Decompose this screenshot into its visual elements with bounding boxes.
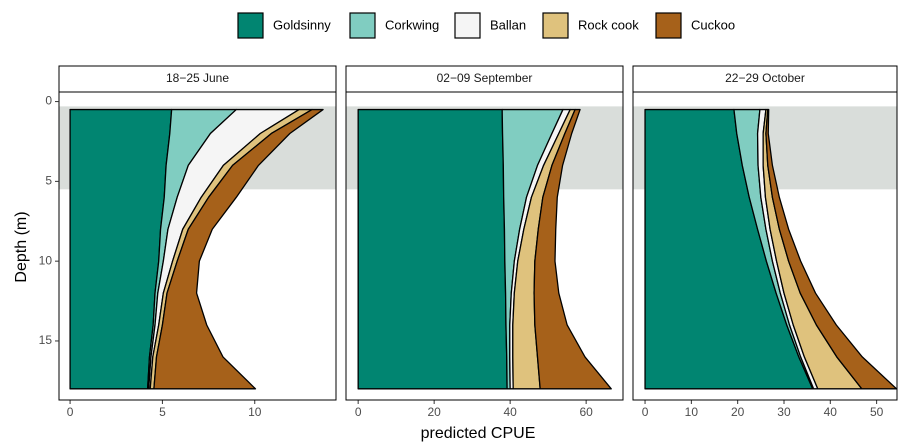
- y-tick-label: 0: [45, 94, 52, 108]
- legend-label: Goldsinny: [273, 17, 331, 32]
- area-segment: Cuckoo: [153, 108, 324, 390]
- legend-swatch: [454, 12, 481, 39]
- facet-strip: [345, 65, 624, 93]
- facet-title: 02−09 September: [437, 71, 533, 85]
- x-tick-label: 5: [159, 405, 166, 419]
- legend-label: Cuckoo: [691, 17, 735, 32]
- x-tick-label: 0: [67, 405, 74, 419]
- legend-label: Corkwing: [385, 17, 439, 32]
- legend-swatch: [542, 12, 569, 39]
- x-tick-label: 30: [777, 405, 791, 419]
- panel-border: [58, 91, 337, 401]
- x-tick-label: 20: [427, 405, 441, 419]
- facet-title: 22−29 October: [725, 71, 805, 85]
- facet-strip: [632, 65, 898, 93]
- area-segment: Goldsinny: [357, 108, 508, 390]
- x-tick-label: 20: [731, 405, 745, 419]
- facet-title: 18−25 June: [166, 71, 229, 85]
- legend-swatch: [237, 12, 264, 39]
- legend-swatch: [349, 12, 376, 39]
- x-tick-label: 40: [503, 405, 517, 419]
- y-tick-label: 15: [39, 333, 53, 347]
- y-tick-label: 5: [45, 174, 52, 188]
- area-segment: Cuckoo: [533, 108, 612, 390]
- legend-swatch: [655, 12, 682, 39]
- x-tick-label: 0: [642, 405, 649, 419]
- y-tick-label: 10: [39, 253, 53, 267]
- x-tick-label: 50: [870, 405, 884, 419]
- x-tick-label: 60: [579, 405, 593, 419]
- legend-label: Ballan: [490, 17, 526, 32]
- legend-label: Rock cook: [578, 17, 639, 32]
- x-tick-label: 0: [355, 405, 362, 419]
- area-segment: Cuckoo: [765, 108, 898, 390]
- x-axis-title: predicted CPUE: [421, 425, 536, 442]
- panel-border: [632, 91, 898, 401]
- x-tick-label: 40: [824, 405, 838, 419]
- x-tick-label: 10: [248, 405, 262, 419]
- y-axis-title: Depth (m): [13, 211, 30, 282]
- x-tick-label: 10: [685, 405, 699, 419]
- panel-border: [345, 91, 624, 401]
- facet-strip: [58, 65, 337, 93]
